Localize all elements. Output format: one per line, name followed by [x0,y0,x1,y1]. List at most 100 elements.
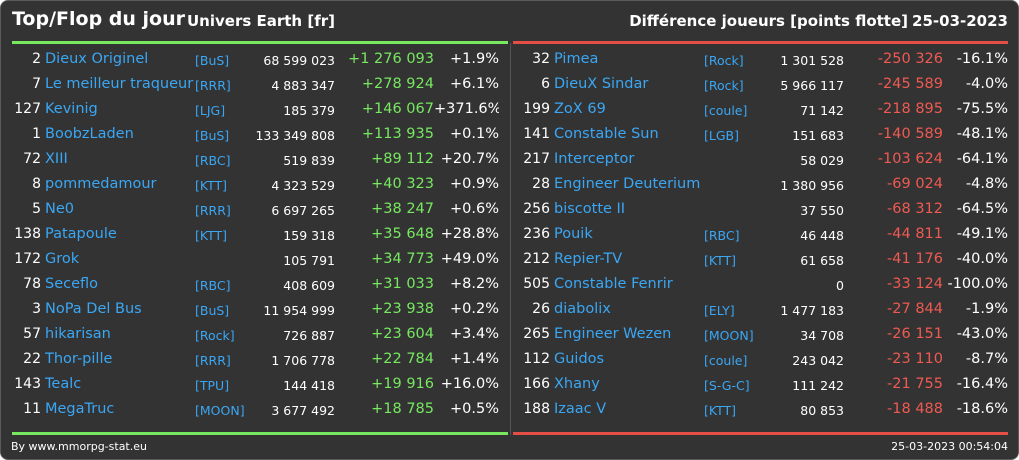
player-name-link[interactable]: hikarisan [45,326,111,342]
alliance-tag[interactable]: [RBC] [195,278,231,293]
percent-change: +371.6% [434,101,499,117]
points-delta: -68 312 [887,201,943,217]
points-delta: +18 785 [371,401,434,417]
player-rank: 127 [14,101,41,117]
player-name-link[interactable]: Guidos [554,351,605,367]
player-name-link[interactable]: ZoX 69 [554,101,606,117]
percent-change: -18.6% [956,401,1008,417]
player-rank: 112 [523,351,550,367]
player-points: 243 042 [792,353,844,368]
percent-change: -4.0% [965,76,1008,92]
points-delta: +35 648 [371,226,434,242]
table-row: 236 Pouik [RBC] 46 448 -44 811 -49.1% [510,223,1008,248]
player-name-link[interactable]: Engineer Deuterium [554,176,701,192]
player-points: 1 706 778 [271,353,335,368]
player-rank: 78 [23,276,41,292]
player-name-link[interactable]: Ne0 [45,201,74,217]
player-name-link[interactable]: diabolix [554,301,611,317]
table-row: 28 Engineer Deuterium 1 380 956 -69 024 -4.8… [510,173,1008,198]
player-rank: 212 [523,251,550,267]
player-name-link[interactable]: Izaac V [554,401,607,417]
alliance-tag[interactable]: [TPU] [195,378,230,393]
alliance-tag[interactable]: [RRR] [195,78,231,93]
percent-change: +0.2% [450,301,499,317]
alliance-tag[interactable]: [KTT] [704,403,737,418]
source-credit: By www.mmorpg-stat.eu [11,440,147,453]
alliance-tag[interactable]: [Rock] [195,328,235,343]
alliance-tag[interactable]: [MOON] [704,328,754,343]
player-points: 408 609 [283,278,335,293]
points-delta: +146 067 [361,101,434,117]
alliance-tag[interactable]: [Rock] [704,78,744,93]
alliance-tag[interactable]: [KTT] [195,178,228,193]
player-name-link[interactable]: XIII [45,151,68,167]
alliance-tag[interactable]: [coule] [704,103,748,118]
percent-change: -64.1% [956,151,1008,167]
percent-change: -100.0% [947,276,1008,292]
alliance-tag[interactable]: [S-G-C] [704,378,750,393]
player-name-link[interactable]: pommedamour [45,176,157,192]
player-name-link[interactable]: Grok [45,251,80,267]
points-delta: +19 916 [371,376,434,392]
points-delta: +34 773 [371,251,434,267]
player-points: 61 658 [800,253,844,268]
percent-change: -1.9% [965,301,1008,317]
alliance-tag[interactable]: [BuS] [195,53,230,68]
player-rank: 265 [523,326,550,342]
alliance-tag[interactable]: [BuS] [195,128,230,143]
alliance-tag[interactable]: [LGB] [704,128,739,143]
player-name-link[interactable]: Xhany [554,376,600,392]
player-name-link[interactable]: Dieux Originel [45,51,149,67]
table-row: 505 Constable Fenrir 0 -33 124 -100.0% [510,273,1008,298]
player-rank: 172 [14,251,41,267]
player-name-link[interactable]: MegaTruc [45,401,115,417]
table-row: 172 Grok 105 791 +34 773 +49.0% [1,248,499,273]
player-points: 144 418 [283,378,335,393]
player-name-link[interactable]: Engineer Wezen [554,326,672,342]
player-name-link[interactable]: Constable Sun [554,126,659,142]
alliance-tag[interactable]: [RBC] [195,153,231,168]
player-name-link[interactable]: BoobzLaden [45,126,134,142]
player-name-link[interactable]: Pimea [554,51,599,67]
player-name-link[interactable]: Repier-TV [554,251,623,267]
player-rank: 72 [23,151,41,167]
alliance-tag[interactable]: [RRR] [195,203,231,218]
player-points: 133 349 808 [255,128,335,143]
player-name-link[interactable]: Pouik [554,226,593,242]
alliance-tag[interactable]: [coule] [704,353,748,368]
player-name-link[interactable]: Le meilleur traqueur [45,76,194,92]
points-delta: -140 589 [877,126,943,142]
player-points: 1 380 956 [780,178,844,193]
player-name-link[interactable]: Constable Fenrir [554,276,673,292]
player-name-link[interactable]: Interceptor [554,151,635,167]
alliance-tag[interactable]: [RBC] [704,228,740,243]
percent-change: +0.6% [450,201,499,217]
player-points: 4 323 529 [271,178,335,193]
player-name-link[interactable]: Seceflo [45,276,99,292]
player-name-link[interactable]: biscotte II [554,201,626,217]
alliance-tag[interactable]: [LJG] [195,103,226,118]
alliance-tag[interactable]: [BuS] [195,303,230,318]
table-row: 127 Kevinig [LJG] 185 379 +146 067 +371.6% [1,98,499,123]
alliance-tag[interactable]: [KTT] [195,228,228,243]
table-row: 188 Izaac V [KTT] 80 853 -18 488 -18.6% [510,398,1008,423]
points-delta: -250 326 [877,51,943,67]
player-rank: 166 [523,376,550,392]
percent-change: -64.5% [956,201,1008,217]
alliance-tag[interactable]: [RRR] [195,353,231,368]
alliance-tag[interactable]: [ELY] [704,303,735,318]
player-name-link[interactable]: Tealc [45,376,82,392]
player-name-link[interactable]: Kevinig [45,101,98,117]
percent-change: +1.4% [450,351,499,367]
alliance-tag[interactable]: [KTT] [704,253,737,268]
universe-label: Univers Earth [fr] [187,12,335,30]
player-name-link[interactable]: Thor-pille [45,351,113,367]
table-row: 1 BoobzLaden [BuS] 133 349 808 +113 935 +0.1% [1,123,499,148]
alliance-tag[interactable]: [Rock] [704,53,744,68]
player-name-link[interactable]: DieuX Sindar [554,76,649,92]
player-name-link[interactable]: NoPa Del Bus [45,301,142,317]
alliance-tag[interactable]: [MOON] [195,403,245,418]
player-name-link[interactable]: Patapoule [45,226,117,242]
points-delta: +23 604 [371,326,434,342]
